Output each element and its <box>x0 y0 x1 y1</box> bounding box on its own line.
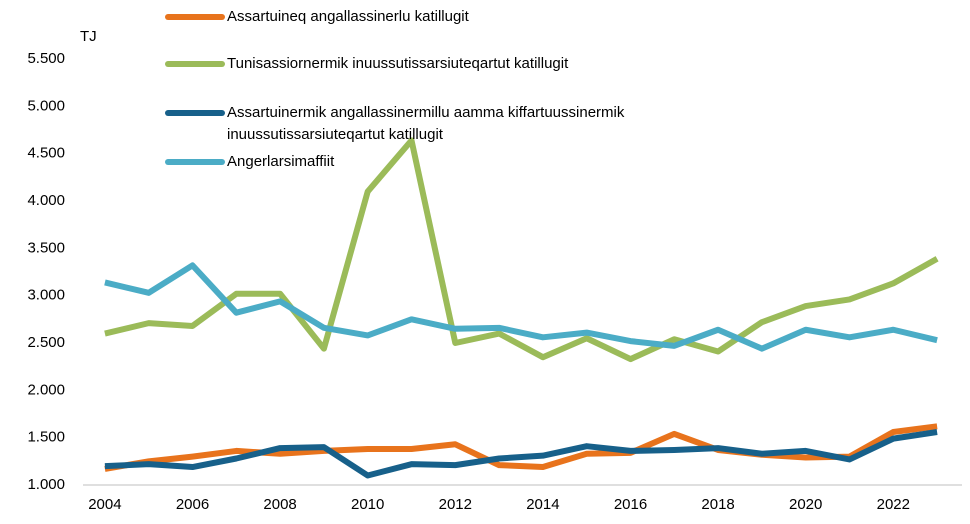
x-tick-label: 2014 <box>526 496 559 513</box>
series-line <box>104 429 938 479</box>
legend-swatch <box>165 159 225 165</box>
y-tick-label: 2.500 <box>27 334 65 351</box>
x-tick-label: 2008 <box>263 496 296 513</box>
y-tick-label: 4.500 <box>27 145 65 162</box>
y-unit: TJ <box>80 28 97 45</box>
x-tick-label: 2020 <box>789 496 822 513</box>
legend-label: Tunisassiornermik inuussutissarsiuteqart… <box>227 55 569 72</box>
y-tick-label: 5.500 <box>27 50 65 67</box>
x-tick-label: 2006 <box>176 496 209 513</box>
y-tick-label: 1.500 <box>27 429 65 446</box>
legend-label: Angerlarsimaffiit <box>227 153 335 170</box>
y-tick-label: 4.000 <box>27 192 65 209</box>
y-tick-label: 2.000 <box>27 381 65 398</box>
y-tick-label: 1.000 <box>27 476 65 493</box>
x-tick-label: 2018 <box>701 496 734 513</box>
legend-swatch <box>165 14 225 20</box>
y-tick-label: 5.000 <box>27 97 65 114</box>
series-line <box>104 262 938 352</box>
legend-item: Assartuinermik angallassinermillu aamma … <box>165 102 767 146</box>
y-tick-label: 3.500 <box>27 239 65 256</box>
legend-swatch <box>165 110 225 116</box>
legend-item: Angerlarsimaffiit <box>165 151 767 173</box>
legend-label: Assartuineq angallassinerlu katillugit <box>227 8 469 25</box>
x-tick-label: 2012 <box>439 496 472 513</box>
x-tick-label: 2016 <box>614 496 647 513</box>
x-tick-label: 2010 <box>351 496 384 513</box>
series-line <box>104 423 938 472</box>
x-tick-label: 2004 <box>88 496 121 513</box>
legend-label: Assartuinermik angallassinermillu aamma … <box>227 104 625 143</box>
legend-swatch <box>165 61 225 67</box>
legend-item: Assartuineq angallassinerlu katillugit <box>165 6 767 28</box>
series-line <box>104 137 939 363</box>
x-tick-label: 2022 <box>877 496 910 513</box>
legend-item: Tunisassiornermik inuussutissarsiuteqart… <box>165 53 767 75</box>
y-tick-label: 3.000 <box>27 287 65 304</box>
